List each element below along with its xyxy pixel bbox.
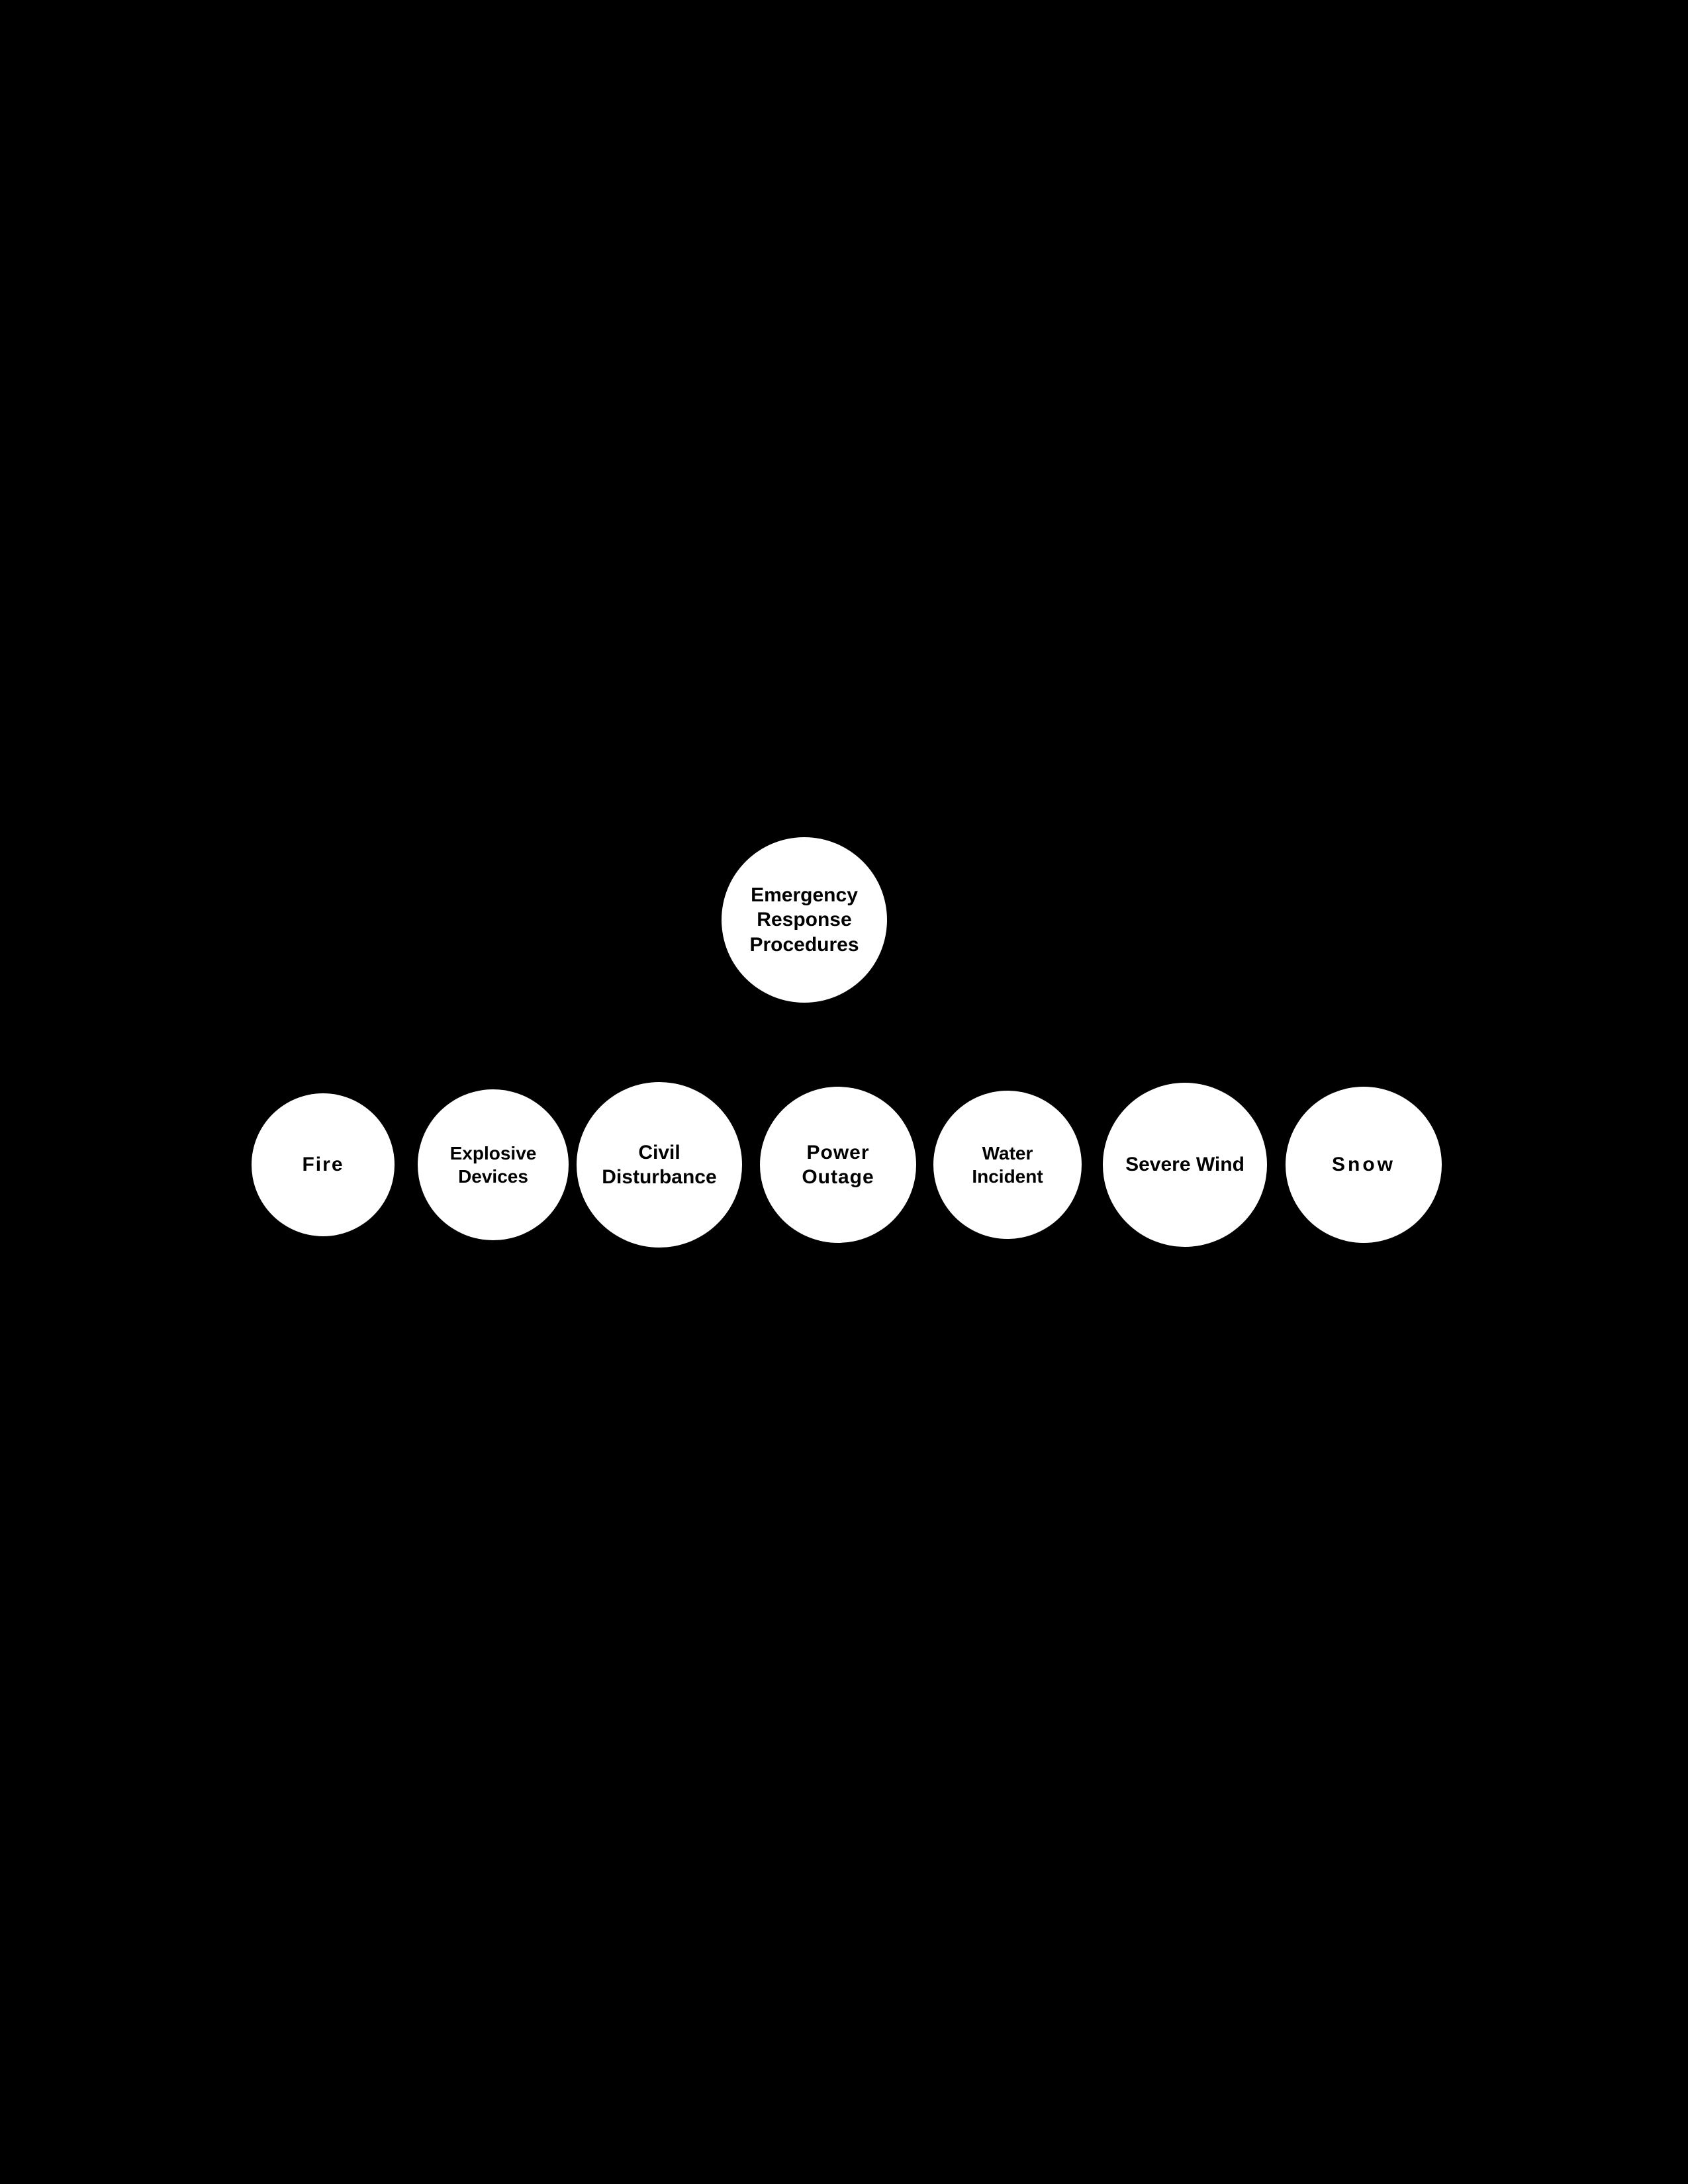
node-power-outage: Power Outage [760,1087,916,1243]
node-power-outage-label: Power Outage [773,1140,903,1190]
node-civil-disturbance: Civil Disturbance [577,1082,742,1248]
node-water-incident-label: Water Incident [947,1142,1068,1188]
node-water-incident: Water Incident [933,1091,1082,1239]
node-root-label: Emergency Response Procedures [735,883,874,958]
node-fire-label: Fire [302,1152,344,1177]
node-severe-wind-label: Severe Wind [1125,1152,1244,1177]
node-severe-wind: Severe Wind [1103,1083,1267,1247]
node-snow-label: Snow [1332,1152,1395,1177]
diagram-canvas: Emergency Response Procedures Fire Explo… [0,0,1688,2184]
node-civil-disturbance-label: Civil Disturbance [590,1140,729,1190]
node-snow: Snow [1286,1087,1442,1243]
node-explosive-devices: Explosive Devices [418,1089,569,1240]
node-fire: Fire [252,1093,395,1236]
node-explosive-devices-label: Explosive Devices [431,1142,555,1188]
node-root: Emergency Response Procedures [722,837,887,1003]
